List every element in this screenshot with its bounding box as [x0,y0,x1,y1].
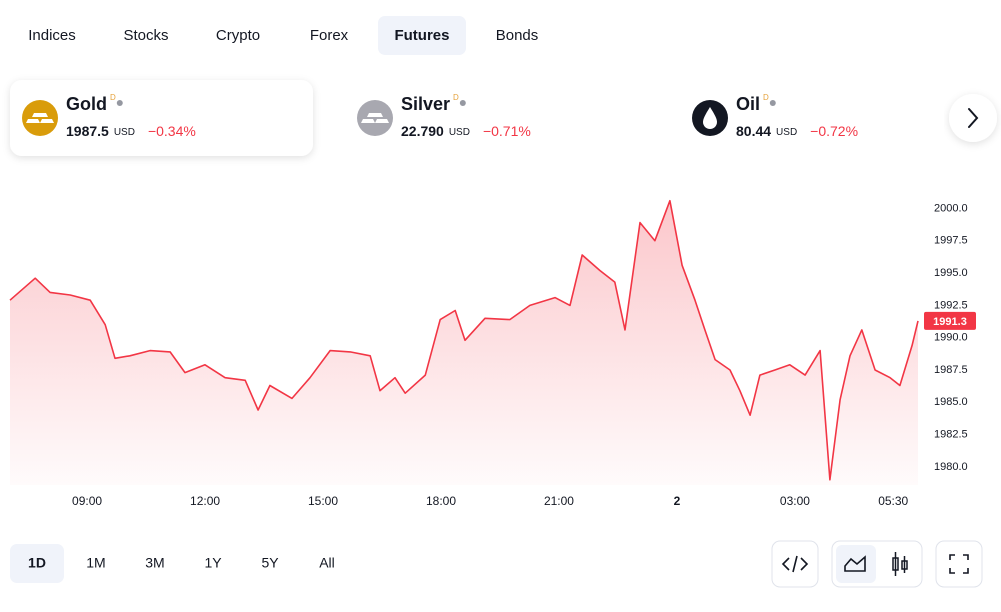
ticker-unit: USD [776,127,797,138]
range-label: 1Y [204,555,222,571]
tab[interactable]: Crypto [216,27,260,44]
ticker-price: 1987.5 [66,123,109,139]
x-tick-label: 03:00 [780,494,810,508]
ticker-quote: 1987.5 USD −0.34% [66,123,196,139]
ticker-status-dot [769,100,776,106]
ticker-name: Gold D [66,93,116,114]
y-tick-label: 1987.5 [934,364,968,376]
ticker-quote: 22.790 USD −0.71% [401,123,531,139]
x-tick-label: 21:00 [544,494,574,508]
tab[interactable]: Stocks [123,27,168,44]
range-button[interactable]: 3M [145,555,164,571]
ticker-unit: USD [449,127,470,138]
ticker-price: 80.44 [736,123,771,139]
range-active-bg [10,544,64,583]
ticker-icon-bars [361,113,389,123]
range-button[interactable]: 1D [10,544,64,583]
x-tick-label: 05:30 [878,494,908,508]
ticker-status-dot [459,100,466,106]
tab-label: Futures [394,27,449,44]
x-tick-label: 09:00 [72,494,102,508]
tab[interactable]: Forex [310,27,349,44]
last-price-label: 1991.3 [933,316,967,328]
y-tick-label: 1980.0 [934,461,968,473]
range-label: All [319,555,335,571]
tab-label: Forex [310,27,349,44]
ticker-name-text: Silver [401,94,450,114]
ticker-change: −0.72% [810,123,858,139]
ticker-card[interactable]: Silver D 22.790 USD −0.71% [357,93,531,139]
ticker-name: Silver D [401,93,459,114]
ticker-status-dot [116,100,123,106]
range-label: 1M [86,555,105,571]
ticker-icon [357,100,393,136]
price-line [9,199,919,481]
ticker-change: −0.71% [483,123,531,139]
y-tick-label: 1995.0 [934,267,968,279]
ticker-badge: D [110,93,116,102]
tab[interactable]: Futures [378,16,466,55]
tab-label: Crypto [216,27,260,44]
ticker-unit: USD [114,127,135,138]
ticker-icon [22,100,58,136]
y-tick-label: 1985.0 [934,396,968,408]
range-label: 5Y [261,555,279,571]
tab[interactable]: Indices [28,27,76,44]
y-tick-label: 1982.5 [934,429,968,441]
ticker-badge: D [453,93,459,102]
y-tick-label: 1992.5 [934,299,968,311]
ticker-card[interactable]: Oil D 80.44 USD −0.72% [692,93,858,139]
fullscreen-button[interactable] [935,540,983,588]
ticker-change: −0.34% [148,123,196,139]
range-label: 3M [145,555,164,571]
y-tick-label: 1990.0 [934,332,968,344]
ticker-name-text: Oil [736,94,760,114]
range-button[interactable]: All [319,555,335,571]
range-button[interactable]: 1Y [204,555,222,571]
y-tick-label: 1997.5 [934,235,968,247]
tab[interactable]: Bonds [496,27,539,44]
range-button[interactable]: 1M [86,555,105,571]
ticker-card[interactable]: Gold D 1987.5 USD −0.34% [10,80,313,156]
candle-style-button[interactable] [892,552,908,576]
range-button[interactable]: 5Y [261,555,279,571]
ticker-name: Oil D [736,93,769,114]
tab-active-bg [378,16,466,55]
range-label: 1D [28,555,46,571]
tab-label: Bonds [496,27,539,44]
x-tick-label: 15:00 [308,494,338,508]
ticker-quote: 80.44 USD −0.72% [736,123,858,139]
tab-label: Stocks [123,27,168,44]
ticker-icon-bars [26,113,54,123]
tab-label: Indices [28,27,76,44]
next-button[interactable] [949,94,997,142]
area-fill [10,200,918,485]
ticker-badge: D [763,93,769,102]
ticker-name-text: Gold [66,94,107,114]
last-price-box [924,311,976,330]
x-tick-label: 18:00 [426,494,456,508]
x-tick-label: 2 [674,494,681,508]
chart-style-group [831,540,923,588]
ticker-card-bg [10,80,313,156]
ticker-price: 22.790 [401,123,444,139]
x-tick-label: 12:00 [190,494,220,508]
embed-button[interactable] [771,540,819,588]
y-tick-label: 2000.0 [934,202,968,214]
ticker-icon-drop [703,107,717,129]
